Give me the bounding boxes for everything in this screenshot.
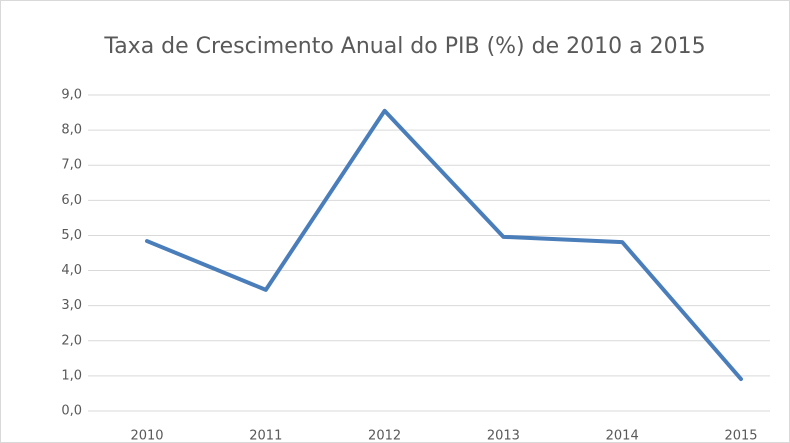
x-tick-label: 2012 [368,429,401,443]
y-tick-label: 9,0 [61,88,82,103]
x-tick-label: 2010 [130,429,163,443]
x-tick-label: 2015 [724,429,757,443]
y-tick-label: 5,0 [61,228,82,243]
x-tick-label: 2014 [606,429,639,443]
y-tick-label: 2,0 [61,333,82,348]
x-tick-label: 2011 [249,429,282,443]
y-tick-label: 6,0 [61,193,82,208]
y-tick-label: 0,0 [61,404,82,419]
line-series [145,108,743,382]
y-tick-label: 7,0 [61,158,82,173]
y-tick-label: 4,0 [61,263,82,278]
y-tick-label: 3,0 [61,298,82,313]
x-tick-label: 2013 [487,429,520,443]
y-tick-label: 1,0 [61,368,82,383]
y-tick-label: 8,0 [61,123,82,138]
chart-title: Taxa de Crescimento Anual do PIB (%) de … [103,34,705,59]
